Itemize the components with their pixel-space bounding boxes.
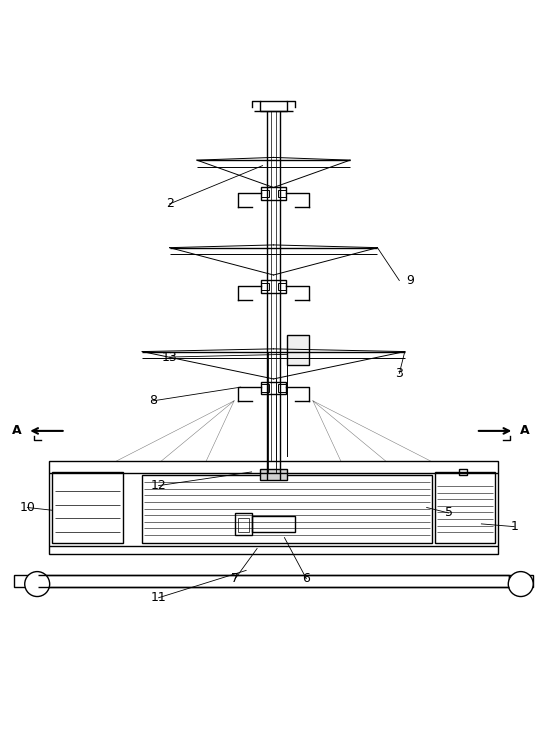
Bar: [435, 472, 495, 543]
Text: 10: 10: [19, 501, 36, 514]
Bar: [142, 475, 432, 543]
Bar: [49, 461, 498, 554]
Text: A: A: [12, 425, 22, 437]
Text: 13: 13: [162, 350, 177, 364]
Bar: [261, 384, 269, 392]
Text: A: A: [520, 425, 529, 437]
Circle shape: [25, 572, 50, 597]
Bar: [235, 513, 252, 535]
Text: 11: 11: [151, 591, 166, 604]
Bar: [14, 575, 38, 587]
Bar: [238, 518, 249, 532]
Bar: [278, 384, 286, 392]
Circle shape: [508, 572, 533, 597]
Bar: [261, 382, 286, 394]
Bar: [509, 575, 533, 587]
Bar: [52, 472, 123, 543]
Text: 6: 6: [302, 572, 310, 585]
Text: 5: 5: [445, 506, 452, 520]
Text: 12: 12: [151, 479, 166, 492]
Text: 3: 3: [395, 367, 403, 380]
Bar: [261, 283, 269, 290]
Bar: [278, 190, 286, 197]
Text: 2: 2: [166, 197, 173, 210]
Bar: [261, 190, 269, 197]
Text: 7: 7: [231, 572, 239, 585]
Bar: [260, 469, 287, 480]
Bar: [252, 516, 295, 532]
Bar: [260, 101, 287, 111]
Bar: [459, 469, 467, 475]
Text: 1: 1: [510, 520, 518, 533]
Bar: [278, 283, 286, 290]
Bar: [287, 335, 309, 365]
Bar: [261, 280, 286, 292]
Bar: [261, 188, 286, 199]
Text: 9: 9: [406, 274, 414, 287]
Bar: [38, 575, 509, 587]
Text: 8: 8: [149, 394, 157, 407]
